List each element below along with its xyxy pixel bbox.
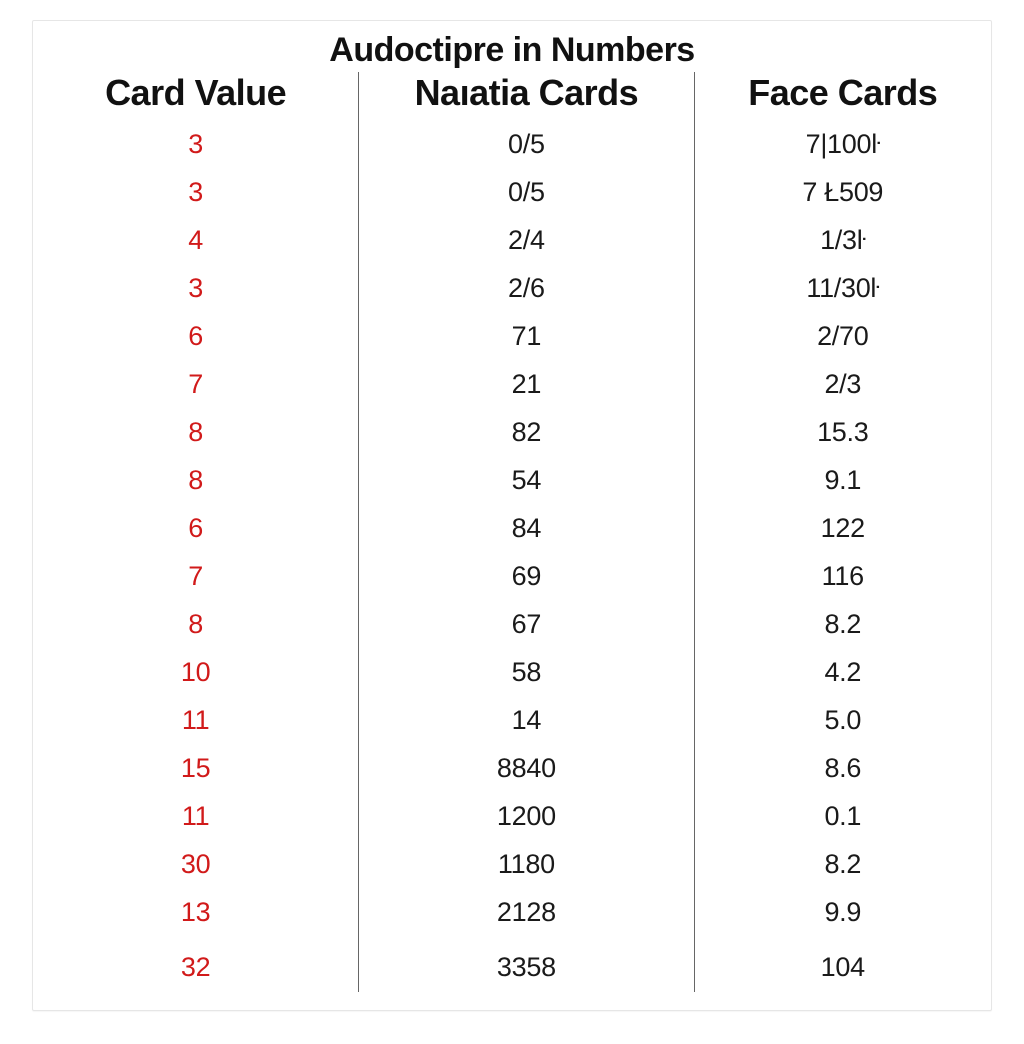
cell-card-value: 3 [33, 120, 359, 168]
table-body: 30/57|100ŀ30/57 Ł50942/41/3ŀ32/611/30ŀ67… [33, 120, 991, 992]
cell-naiatia-cards: 21 [359, 360, 694, 408]
table-row: 32/611/30ŀ [33, 264, 991, 312]
cell-face-cards: 104 [694, 936, 991, 992]
data-table-card: Audoctipre in Numbers Card Value Naıatia… [32, 20, 992, 1011]
cell-card-value: 7 [33, 552, 359, 600]
cell-card-value: 6 [33, 504, 359, 552]
cell-face-cards: 8.2 [694, 840, 991, 888]
table-row: 3011808.2 [33, 840, 991, 888]
cell-card-value: 11 [33, 792, 359, 840]
cell-naiatia-cards: 82 [359, 408, 694, 456]
table-row: 684122 [33, 504, 991, 552]
table-row: 11145.0 [33, 696, 991, 744]
cell-naiatia-cards: 67 [359, 600, 694, 648]
cell-naiatia-cards: 1200 [359, 792, 694, 840]
cell-face-cards: 116 [694, 552, 991, 600]
cell-naiatia-cards: 2/6 [359, 264, 694, 312]
cell-face-cards: 7 Ł509 [694, 168, 991, 216]
cell-naiatia-cards: 0/5 [359, 120, 694, 168]
table-title: Audoctipre in Numbers [33, 31, 991, 70]
cell-face-cards: 122 [694, 504, 991, 552]
table-row: 1112000.1 [33, 792, 991, 840]
cell-card-value: 8 [33, 456, 359, 504]
cell-naiatia-cards: 58 [359, 648, 694, 696]
table-row: 88215.3 [33, 408, 991, 456]
table-row: 8549.1 [33, 456, 991, 504]
cell-naiatia-cards: 2/4 [359, 216, 694, 264]
cell-face-cards: 15.3 [694, 408, 991, 456]
table-row: 1588408.6 [33, 744, 991, 792]
cell-card-value: 3 [33, 168, 359, 216]
table-row: 769116 [33, 552, 991, 600]
cell-face-cards: 8.2 [694, 600, 991, 648]
cell-face-cards: 8.6 [694, 744, 991, 792]
cell-face-cards: 5.0 [694, 696, 991, 744]
cell-naiatia-cards: 8840 [359, 744, 694, 792]
cell-card-value: 30 [33, 840, 359, 888]
cell-card-value: 32 [33, 936, 359, 992]
cell-naiatia-cards: 3358 [359, 936, 694, 992]
cell-face-cards: 7|100ŀ [694, 120, 991, 168]
cell-face-cards: 4.2 [694, 648, 991, 696]
cell-face-cards: 9.9 [694, 888, 991, 936]
cell-naiatia-cards: 71 [359, 312, 694, 360]
table-row: 323358104 [33, 936, 991, 992]
card-values-table: Card Value Naıatia Cards Face Cards 30/5… [33, 72, 991, 992]
cell-card-value: 3 [33, 264, 359, 312]
cell-card-value: 15 [33, 744, 359, 792]
col-header-naiatia-cards: Naıatia Cards [359, 72, 694, 120]
cell-naiatia-cards: 69 [359, 552, 694, 600]
cell-face-cards: 11/30ŀ [694, 264, 991, 312]
table-row: 8678.2 [33, 600, 991, 648]
cell-naiatia-cards: 14 [359, 696, 694, 744]
col-header-face-cards: Face Cards [694, 72, 991, 120]
table-row: 7212/3 [33, 360, 991, 408]
cell-naiatia-cards: 1180 [359, 840, 694, 888]
col-header-card-value: Card Value [33, 72, 359, 120]
cell-face-cards: 2/3 [694, 360, 991, 408]
cell-naiatia-cards: 2128 [359, 888, 694, 936]
cell-card-value: 8 [33, 408, 359, 456]
cell-face-cards: 0.1 [694, 792, 991, 840]
table-row: 30/57|100ŀ [33, 120, 991, 168]
table-row: 1321289.9 [33, 888, 991, 936]
cell-card-value: 4 [33, 216, 359, 264]
cell-card-value: 11 [33, 696, 359, 744]
table-row: 10584.2 [33, 648, 991, 696]
cell-face-cards: 1/3ŀ [694, 216, 991, 264]
table-header-row: Card Value Naıatia Cards Face Cards [33, 72, 991, 120]
cell-naiatia-cards: 54 [359, 456, 694, 504]
table-row: 6712/70 [33, 312, 991, 360]
cell-card-value: 13 [33, 888, 359, 936]
cell-card-value: 6 [33, 312, 359, 360]
cell-card-value: 10 [33, 648, 359, 696]
cell-naiatia-cards: 84 [359, 504, 694, 552]
cell-naiatia-cards: 0/5 [359, 168, 694, 216]
cell-card-value: 7 [33, 360, 359, 408]
cell-face-cards: 9.1 [694, 456, 991, 504]
cell-card-value: 8 [33, 600, 359, 648]
table-row: 42/41/3ŀ [33, 216, 991, 264]
table-row: 30/57 Ł509 [33, 168, 991, 216]
cell-face-cards: 2/70 [694, 312, 991, 360]
